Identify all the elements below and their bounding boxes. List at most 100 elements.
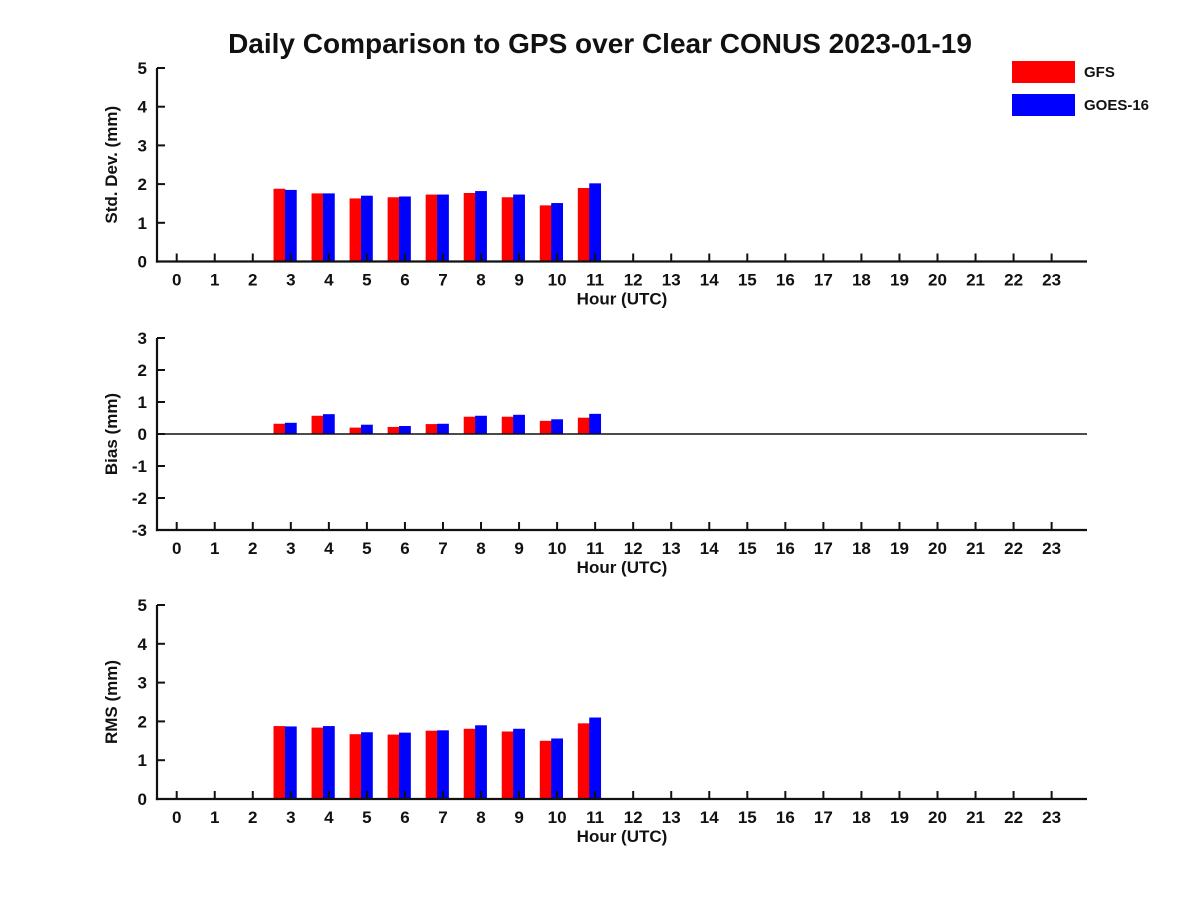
x-tick-label: 21 [966,808,985,827]
bar-gfs-hour-6 [387,426,400,434]
bar-goes16-hour-4 [322,193,335,262]
bar-gfs-hour-8 [463,416,476,434]
y-tick-label: 3 [138,329,147,348]
x-tick-label: 22 [1004,271,1023,290]
bar-goes16-hour-9 [513,414,525,434]
x-tick-label: 3 [286,539,295,558]
bar-goes16-hour-8 [475,725,487,799]
x-tick-label: 9 [514,539,523,558]
bar-goes16-hour-6 [399,426,411,434]
x-tick-label: 18 [852,539,871,558]
y-tick-label: 4 [138,635,148,654]
x-tick-label: 22 [1004,539,1023,558]
x-tick-label: 4 [324,271,334,290]
bar-goes16-hour-10 [551,419,563,434]
bar-gfs-hour-7 [425,424,438,434]
x-tick-label: 21 [966,271,985,290]
bar-goes16-hour-3 [284,422,297,434]
bar-goes16-hour-10 [551,738,563,799]
bar-gfs-hour-10 [539,740,552,799]
goes16-color-swatch [1012,94,1075,116]
legend-item-goes16: GOES-16 [1012,94,1149,116]
x-tick-label: 11 [586,271,604,290]
x-tick-label: 23 [1042,808,1061,827]
bar-gfs-hour-10 [539,205,552,262]
x-tick-label: 12 [624,271,643,290]
x-tick-label: 1 [210,271,219,290]
bar-gfs-hour-4 [311,727,324,799]
y-tick-label: 3 [138,674,147,693]
x-tick-label: 0 [172,808,181,827]
x-tick-label: 12 [624,539,643,558]
x-tick-label: 5 [362,808,371,827]
x-tick-label: 7 [438,271,447,290]
x-tick-label: 12 [624,808,643,827]
gfs-color-swatch [1012,61,1075,83]
bar-gfs-hour-6 [387,734,400,799]
legend-item-gfs: GFS [1012,61,1149,83]
y-tick-label: 0 [138,425,147,444]
x-tick-label: 8 [476,271,485,290]
bar-goes16-hour-6 [399,196,411,262]
x-tick-label: 2 [248,271,257,290]
bar-goes16-hour-11 [589,717,602,799]
x-tick-label: 14 [700,539,719,558]
x-tick-label: 20 [928,539,947,558]
x-tick-label: 15 [738,808,757,827]
y-axis-label: Std. Dev. (mm) [102,106,121,224]
x-tick-label: 4 [324,808,334,827]
bar-gfs-hour-5 [349,427,362,434]
x-tick-label: 16 [776,271,795,290]
x-tick-label: 2 [248,808,257,827]
x-tick-label: 6 [400,271,409,290]
bar-goes16-hour-11 [589,183,602,262]
x-tick-label: 7 [438,539,447,558]
bar-goes16-hour-5 [361,424,373,434]
bar-goes16-hour-8 [475,191,487,262]
y-tick-label: -3 [132,521,147,540]
x-tick-label: 10 [548,539,567,558]
x-tick-label: 4 [324,539,334,558]
x-tick-label: 14 [700,271,719,290]
bar-goes16-hour-4 [322,414,335,434]
bar-goes16-hour-7 [437,423,449,434]
bar-gfs-hour-11 [577,417,590,434]
bar-gfs-hour-9 [501,416,514,434]
x-tick-label: 23 [1042,539,1061,558]
x-tick-label: 16 [776,808,795,827]
y-tick-label: 0 [138,253,147,272]
bar-gfs-hour-3 [273,726,286,799]
x-tick-label: 19 [890,808,909,827]
bar-goes16-hour-3 [284,726,297,799]
x-tick-label: 19 [890,539,909,558]
bar-goes16-hour-9 [513,728,525,799]
y-tick-label: 3 [138,136,147,155]
x-tick-label: 21 [966,539,985,558]
bar-gfs-hour-3 [273,423,286,434]
y-tick-label: 2 [138,361,147,380]
x-tick-label: 2 [248,539,257,558]
x-tick-label: 13 [662,539,681,558]
y-tick-label: 2 [138,175,147,194]
bar-gfs-hour-8 [463,193,476,262]
x-tick-label: 14 [700,808,719,827]
x-tick-label: 19 [890,271,909,290]
y-tick-label: 4 [138,98,148,117]
bar-goes16-hour-3 [284,189,297,262]
x-tick-label: 0 [172,271,181,290]
x-axis-label: Hour (UTC) [577,558,668,577]
bar-gfs-hour-4 [311,193,324,262]
bar-goes16-hour-5 [361,732,373,799]
x-axis-label: Hour (UTC) [577,827,668,846]
bar-gfs-hour-11 [577,723,590,799]
x-tick-label: 13 [662,808,681,827]
bar-gfs-hour-5 [349,734,362,799]
x-tick-label: 20 [928,271,947,290]
bar-gfs-hour-9 [501,731,514,799]
x-tick-label: 17 [814,539,833,558]
bar-gfs-hour-3 [273,188,286,262]
